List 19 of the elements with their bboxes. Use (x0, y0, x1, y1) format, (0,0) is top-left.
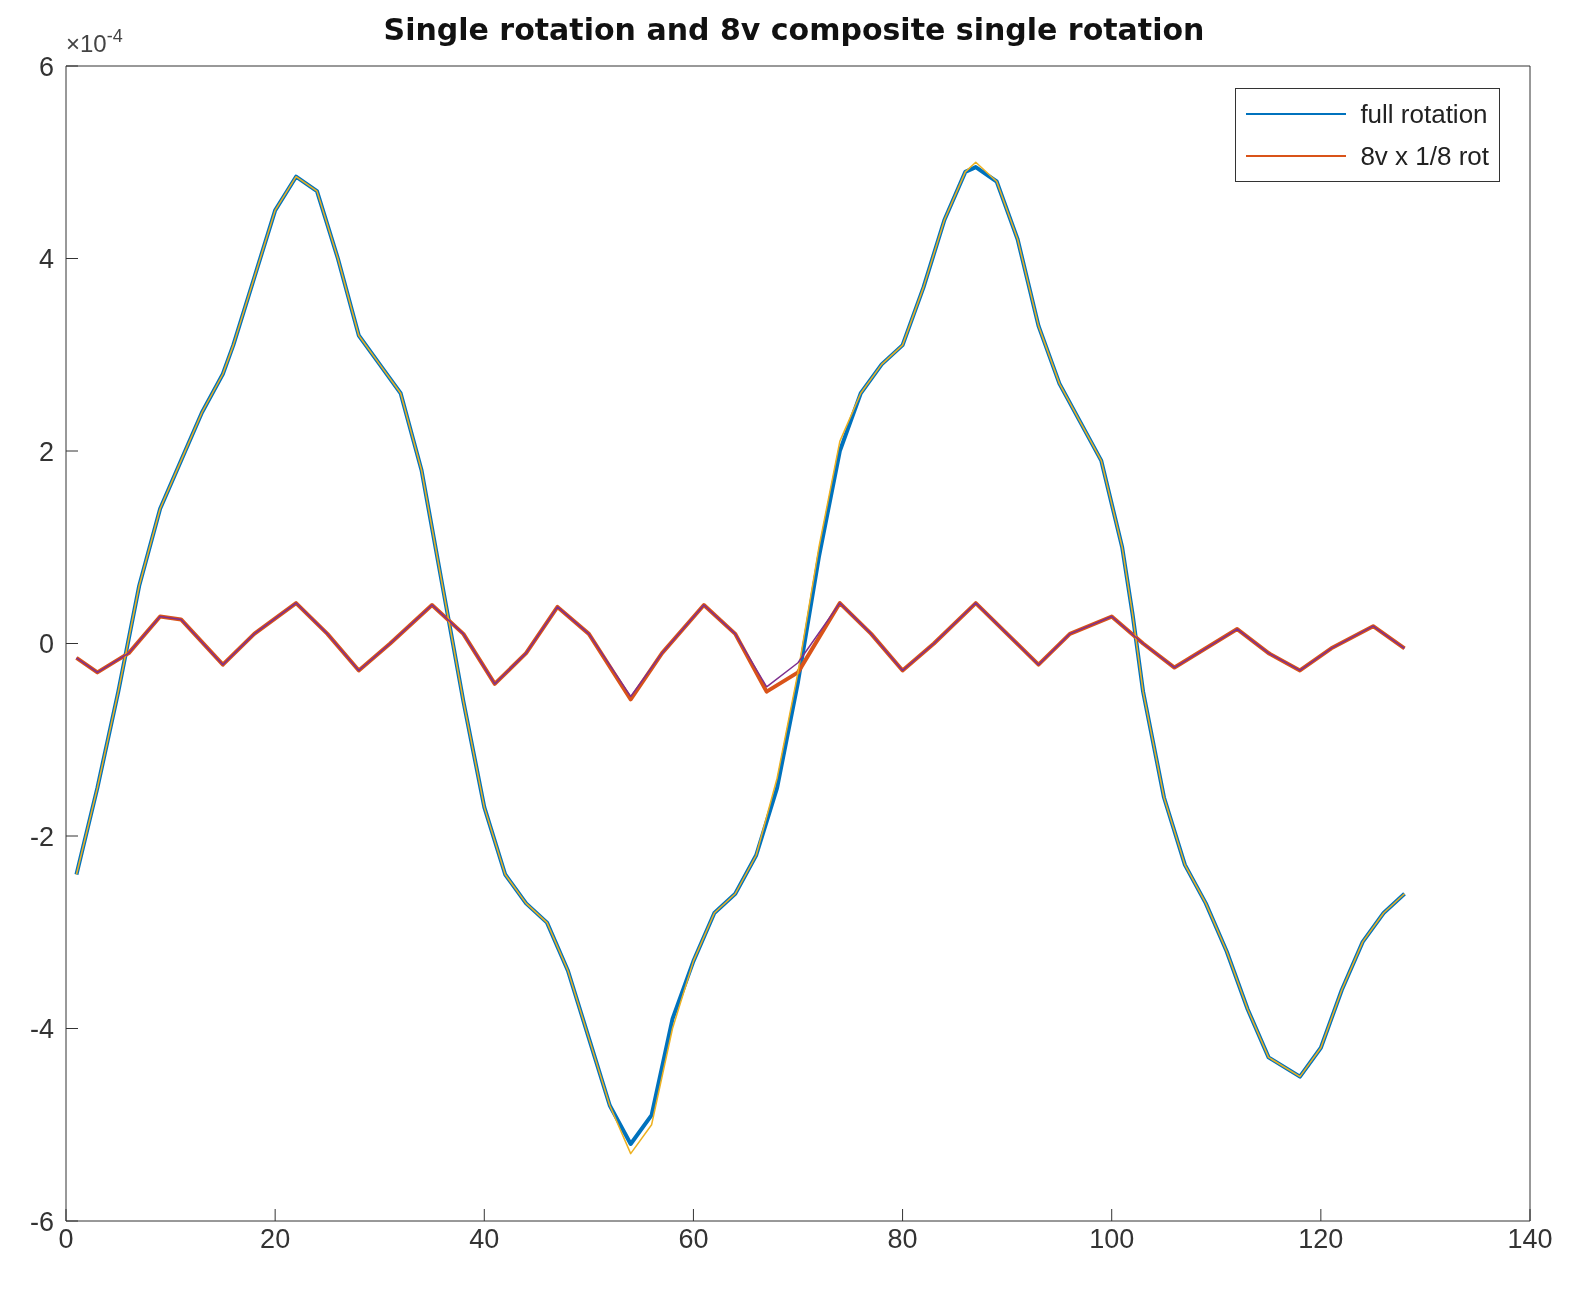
y-tick-label: 4 (38, 244, 54, 275)
x-tick-label: 140 (1507, 1224, 1553, 1255)
x-tick-label: 60 (678, 1224, 709, 1255)
y-tick-label: -4 (29, 1014, 54, 1045)
y-tick-label: 2 (38, 436, 54, 467)
x-tick-label: 80 (887, 1224, 918, 1255)
y-tick-label: 0 (38, 629, 54, 660)
chart-title: Single rotation and 8v composite single rotation (383, 12, 1205, 47)
x-tick-label: 100 (1089, 1224, 1135, 1255)
x-tick-label: 20 (260, 1224, 291, 1255)
y-tick-label: -6 (29, 1206, 54, 1237)
legend-label: full rotation (1360, 98, 1488, 131)
legend-label: 8v x 1/8 rot (1360, 140, 1489, 173)
x-tick-label: 40 (469, 1224, 500, 1255)
x-tick-label: 0 (58, 1224, 74, 1255)
y-tick-label: 6 (38, 51, 54, 82)
x-tick-label: 120 (1298, 1224, 1344, 1255)
y-tick-label: -2 (29, 821, 54, 852)
text: ×10$^{-4}$ (66, 26, 123, 57)
